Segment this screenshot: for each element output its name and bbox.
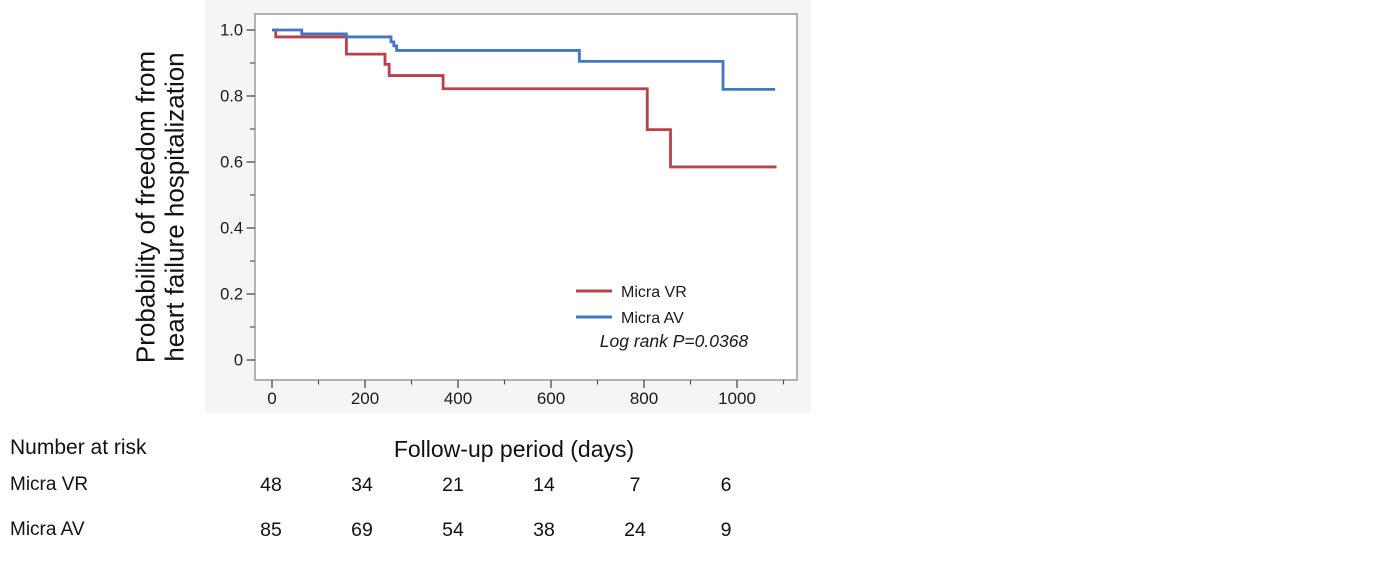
- km-survival-plot: 1.0 0.8 0.6 0.4 0.2 0 0 200 400 600 800 1000 Micra V…: [220, 13, 798, 408]
- x-tick-label: 0: [267, 389, 276, 408]
- plot-frame: [254, 13, 798, 381]
- risk-value: 21: [442, 474, 464, 496]
- risk-row-label: Micra VR: [10, 474, 89, 495]
- micra-vr-curve: [272, 28, 777, 169]
- y-tick-label: 0.4: [220, 220, 243, 238]
- risk-table-title: Number at risk: [10, 436, 147, 459]
- y-axis-label-line1: Probability of freedom from: [130, 50, 161, 364]
- legend-label-micra-vr: Micra VR: [621, 284, 687, 301]
- risk-value: 85: [260, 519, 282, 541]
- risk-value: 14: [533, 474, 555, 496]
- y-axis-label-line2: heart failure hospitalization: [160, 52, 190, 362]
- risk-value: 54: [442, 519, 464, 541]
- y-tick-label: 0.6: [220, 154, 243, 172]
- x-tick-label: 1000: [718, 389, 756, 408]
- y-tick-label: 0: [234, 352, 243, 370]
- number-at-risk-table: Number at risk Follow-up period (days) M…: [0, 413, 1390, 568]
- km-chart-panel: 1.0 0.8 0.6 0.4 0.2 0 0 200 400 600 800 1000 Micra V…: [205, 0, 811, 413]
- x-tick-label: 400: [444, 389, 472, 408]
- risk-value: 9: [720, 519, 732, 541]
- risk-value: 69: [351, 519, 373, 541]
- risk-value: 7: [629, 474, 641, 496]
- risk-value: 34: [351, 474, 373, 496]
- x-tick-label: 200: [351, 389, 379, 408]
- micra-av-curve: [272, 28, 776, 91]
- risk-row-micra-av: Micra AV 85 69 54 38 24 9: [0, 519, 1390, 545]
- risk-value: 38: [533, 519, 555, 541]
- risk-value: 48: [260, 474, 282, 496]
- y-tick-label: 0.2: [220, 286, 243, 304]
- risk-value: 24: [624, 519, 646, 541]
- risk-row-micra-vr: Micra VR 48 34 21 14 7 6: [0, 474, 1390, 500]
- x-tick-label: 600: [537, 389, 565, 408]
- y-tick-label: 0.8: [220, 88, 243, 106]
- log-rank-annotation: Log rank P=0.0368: [600, 331, 749, 351]
- risk-value: 6: [720, 474, 732, 496]
- y-axis-label: Probability of freedom from heart failur…: [130, 50, 191, 364]
- x-axis-title: Follow-up period (days): [393, 436, 635, 462]
- y-tick-label: 1.0: [220, 22, 243, 40]
- risk-row-label: Micra AV: [10, 519, 85, 540]
- x-tick-label: 800: [630, 389, 658, 408]
- legend-label-micra-av: Micra AV: [621, 310, 684, 327]
